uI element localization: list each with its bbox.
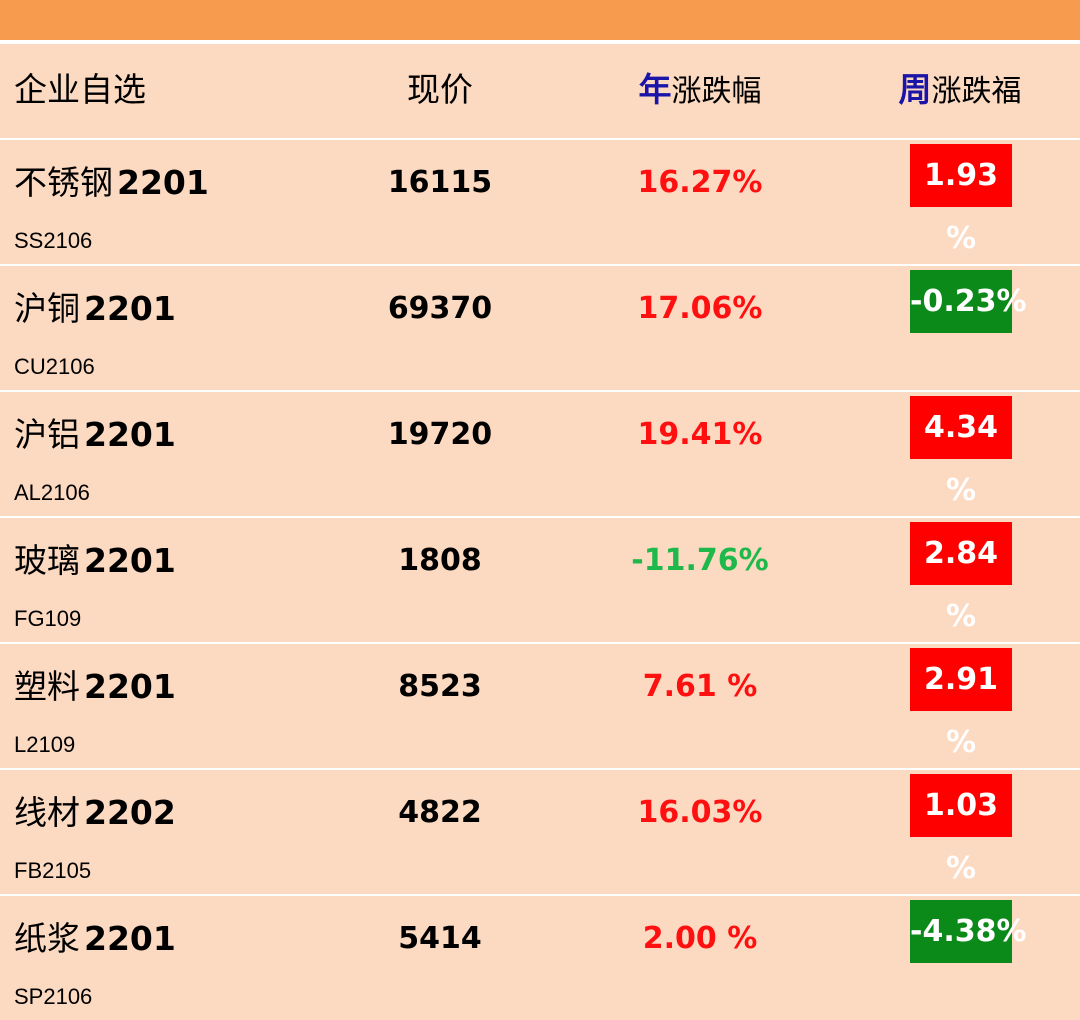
contract-month: 2201 xyxy=(84,289,176,328)
row-divider xyxy=(0,894,1080,896)
year-change: 2.00 % xyxy=(642,921,758,956)
product-code: SS2106 xyxy=(14,228,93,253)
week-change-badge: -4.38% xyxy=(910,900,1027,963)
product-code: CU2106 xyxy=(14,354,95,379)
product-name: 沪铜 2201 xyxy=(14,288,176,330)
column-header-price: 现价 xyxy=(407,70,473,109)
row-divider xyxy=(0,516,1080,518)
current-price: 8523 xyxy=(398,669,482,704)
product-code: L2109 xyxy=(14,732,76,757)
week-change-badge: 1.93 % xyxy=(910,144,1012,256)
year-change: 7.61 % xyxy=(642,669,758,704)
year-change: 16.03% xyxy=(637,795,763,830)
top-banner xyxy=(0,0,1080,40)
product-code: AL2106 xyxy=(14,480,90,505)
product-name: 线材 2202 xyxy=(14,792,176,834)
product-label: 塑料 xyxy=(14,667,80,706)
week-change-badge: 2.84 % xyxy=(910,522,1012,634)
product-name: 玻璃 2201 xyxy=(14,540,176,582)
current-price: 16115 xyxy=(387,165,493,200)
table-header: 企业自选 现价 年涨跌幅 周涨跌福 xyxy=(0,44,1080,138)
contract-month: 2201 xyxy=(84,919,176,958)
product-label: 纸浆 xyxy=(14,919,80,958)
column-header-week-change: 周涨跌福 xyxy=(840,68,1080,112)
current-price: 19720 xyxy=(387,417,493,452)
table-row[interactable]: 线材 2202 FB2105 4822 16.03% 1.03 % xyxy=(0,770,1080,894)
year-accent: 年 xyxy=(638,70,672,109)
year-change: 16.27% xyxy=(637,165,763,200)
week-label: 涨跌福 xyxy=(931,74,1022,109)
current-price: 4822 xyxy=(398,795,482,830)
year-label: 涨跌幅 xyxy=(671,74,762,109)
current-price: 1808 xyxy=(398,543,482,578)
product-name: 沪铝 2201 xyxy=(14,414,176,456)
row-divider xyxy=(0,138,1080,140)
week-change-badge: 1.03 % xyxy=(910,774,1012,886)
table-row[interactable]: 不锈钢 2201 SS2106 16115 16.27% 1.93 % xyxy=(0,140,1080,264)
row-divider xyxy=(0,642,1080,644)
week-change-badge: 2.91 % xyxy=(910,648,1012,760)
year-change: 19.41% xyxy=(637,417,763,452)
current-price: 69370 xyxy=(387,291,493,326)
table-row[interactable]: 玻璃 2201 FG109 1808 -11.76% 2.84 % xyxy=(0,518,1080,642)
column-header-name: 企业自选 xyxy=(14,70,146,109)
product-name: 塑料 2201 xyxy=(14,666,176,708)
contract-month: 2201 xyxy=(84,541,176,580)
year-change: 17.06% xyxy=(637,291,763,326)
year-change: -11.76% xyxy=(631,543,769,578)
row-divider xyxy=(0,390,1080,392)
divider xyxy=(0,40,1080,44)
row-divider xyxy=(0,264,1080,266)
week-accent: 周 xyxy=(898,70,932,109)
product-label: 线材 xyxy=(14,793,80,832)
table-row[interactable]: 纸浆 2201 SP2106 5414 2.00 % -4.38% xyxy=(0,896,1080,1020)
product-code: SP2106 xyxy=(14,984,93,1009)
week-change-badge: 4.34 % xyxy=(910,396,1012,508)
product-label: 不锈钢 xyxy=(14,163,113,202)
product-name: 不锈钢 2201 xyxy=(14,162,209,204)
contract-month: 2201 xyxy=(84,415,176,454)
current-price: 5414 xyxy=(398,921,482,956)
contract-month: 2201 xyxy=(84,667,176,706)
week-change-badge: -0.23% xyxy=(910,270,1027,333)
product-code: FB2105 xyxy=(14,858,92,883)
product-label: 沪铜 xyxy=(14,289,80,328)
table-row[interactable]: 塑料 2201 L2109 8523 7.61 % 2.91 % xyxy=(0,644,1080,768)
product-label: 玻璃 xyxy=(14,541,80,580)
contract-month: 2202 xyxy=(84,793,176,832)
row-divider xyxy=(0,768,1080,770)
product-name: 纸浆 2201 xyxy=(14,918,176,960)
column-header-year-change: 年涨跌幅 xyxy=(580,68,820,112)
contract-month: 2201 xyxy=(117,163,209,202)
table-row[interactable]: 沪铝 2201 AL2106 19720 19.41% 4.34 % xyxy=(0,392,1080,516)
product-label: 沪铝 xyxy=(14,415,80,454)
product-code: FG109 xyxy=(14,606,82,631)
table-row[interactable]: 沪铜 2201 CU2106 69370 17.06% -0.23% xyxy=(0,266,1080,390)
